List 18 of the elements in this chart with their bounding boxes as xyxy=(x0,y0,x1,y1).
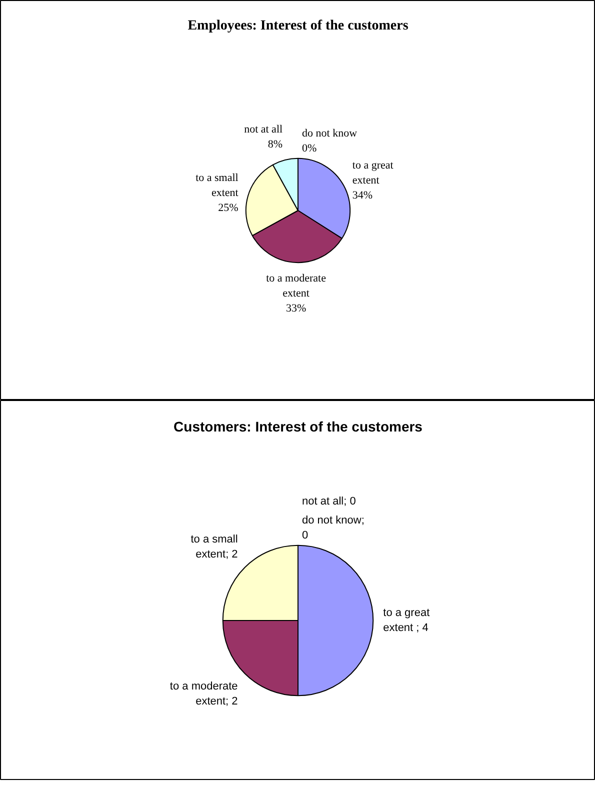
text: 0% xyxy=(302,142,317,154)
data-label: 33% xyxy=(286,302,306,314)
text: 0 xyxy=(302,530,308,542)
category-label: not at all; 0 xyxy=(302,496,356,508)
slice-label: to a moderate extent; 2 xyxy=(170,680,238,708)
slice-label: to a moderate extent xyxy=(266,272,326,300)
data-label: 8% xyxy=(268,138,283,150)
slice-label: not at all xyxy=(244,123,283,136)
data-label: 34% xyxy=(352,190,373,202)
slice-label: to a great extent ; 4 xyxy=(383,607,430,634)
data-label: 25% xyxy=(218,202,238,214)
category-label: do not know xyxy=(302,128,358,140)
slice-label: to a small extent; 2 xyxy=(190,533,238,560)
chart-title: Employees: Interest of the customers xyxy=(188,18,409,34)
chart-title: Customers: Interest of the customers xyxy=(174,418,423,434)
category-label: do not know; xyxy=(302,514,364,526)
slice-label: to a small extent xyxy=(196,172,238,200)
slice-label: to a great extent xyxy=(352,160,394,187)
